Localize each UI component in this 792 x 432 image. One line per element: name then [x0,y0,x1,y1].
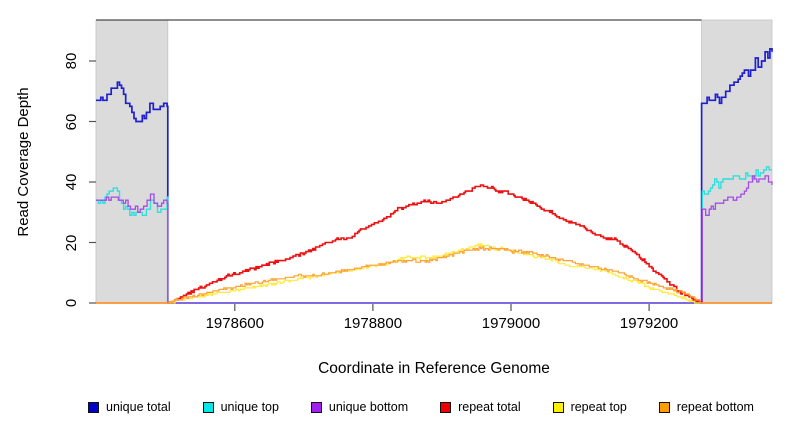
legend-label-unique-bottom: unique bottom [328,400,409,414]
x-tick-label: 1979200 [619,315,679,332]
series-unique-total [96,48,773,304]
y-axis-title: Read Coverage Depth [15,87,32,237]
series-unique-bottom [96,175,773,304]
x-tick-label: 1978600 [205,315,264,332]
legend: unique total unique top unique bottom repea… [88,400,754,414]
legend-item-unique-total: unique total [88,400,171,414]
legend-swatch-repeat-top [552,401,564,413]
x-tick-label: 1979000 [481,315,541,332]
series-repeat-top [96,243,772,304]
series-repeat-total [96,184,772,304]
legend-item-repeat-top: repeat top [552,400,627,414]
legend-swatch-repeat-total [440,401,452,413]
legend-swatch-unique-total [88,401,99,413]
y-tick-label: 60 [62,113,80,130]
legend-swatch-unique-top [202,401,214,413]
x-axis-title: Coordinate in Reference Genome [318,360,550,377]
legend-item-unique-top: unique top [202,400,279,414]
legend-label-unique-top: unique top [220,400,279,414]
masked-region-left [95,19,169,304]
legend-item-repeat-bottom: repeat bottom [658,400,754,414]
legend-item-repeat-total: repeat total [440,400,521,414]
series-repeat-bottom [96,246,772,304]
y-tick-label: 80 [62,52,80,70]
legend-label-repeat-bottom: repeat bottom [676,400,754,414]
legend-swatch-unique-bottom [310,401,322,413]
y-tick-label: 20 [62,234,80,251]
y-tick-label: 40 [62,173,80,191]
y-tick-label: 0 [62,298,80,308]
legend-label-unique-total: unique total [106,400,171,414]
legend-swatch-repeat-bottom [658,401,670,413]
x-tick-label: 1978800 [343,315,403,332]
legend-item-unique-bottom: unique bottom [310,400,409,414]
legend-label-repeat-total: repeat total [458,400,521,414]
legend-label-repeat-top: repeat top [570,400,627,414]
